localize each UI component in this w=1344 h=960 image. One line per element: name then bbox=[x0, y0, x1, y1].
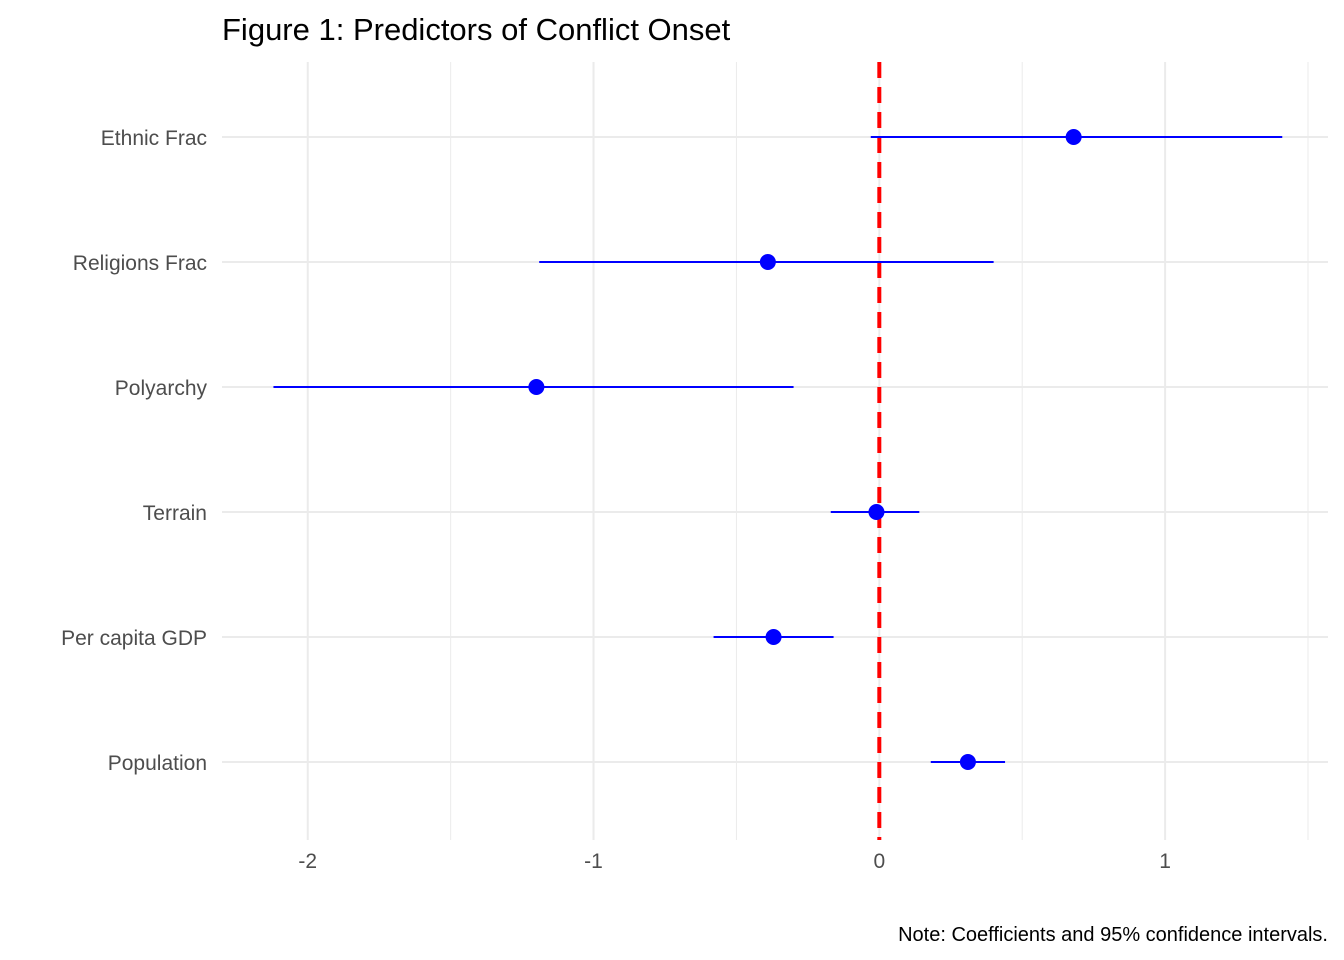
y-axis-label: Religions Frac bbox=[73, 252, 207, 275]
y-axis-label: Per capita GDP bbox=[61, 627, 207, 650]
coefficient-points bbox=[528, 129, 1082, 770]
coefficient-point bbox=[1065, 129, 1082, 145]
x-axis-tick-labels: -2 -1 0 1 bbox=[298, 850, 1171, 873]
y-axis-label: Population bbox=[108, 752, 207, 775]
y-axis-labels: Ethnic Frac Religions Frac Polyarchy Terrai… bbox=[61, 127, 207, 775]
y-axis-label: Polyarchy bbox=[115, 377, 208, 400]
chart-caption: Note: Coefficients and 95% confidence in… bbox=[898, 924, 1328, 946]
coefficient-point bbox=[868, 504, 885, 520]
y-axis-label: Ethnic Frac bbox=[101, 127, 207, 150]
x-tick-label: 1 bbox=[1159, 850, 1171, 873]
y-axis-label: Terrain bbox=[143, 502, 207, 525]
x-tick-label: 0 bbox=[873, 850, 885, 873]
coefficient-point bbox=[759, 254, 776, 270]
x-tick-label: -1 bbox=[584, 850, 603, 873]
grid-lines bbox=[222, 62, 1328, 840]
confidence-intervals bbox=[273, 136, 1283, 763]
chart-title: Figure 1: Predictors of Conflict Onset bbox=[222, 12, 731, 47]
x-tick-label: -2 bbox=[298, 850, 317, 873]
coefficient-point bbox=[528, 379, 545, 395]
coefficient-point bbox=[959, 754, 976, 770]
coefficient-point bbox=[765, 629, 782, 645]
